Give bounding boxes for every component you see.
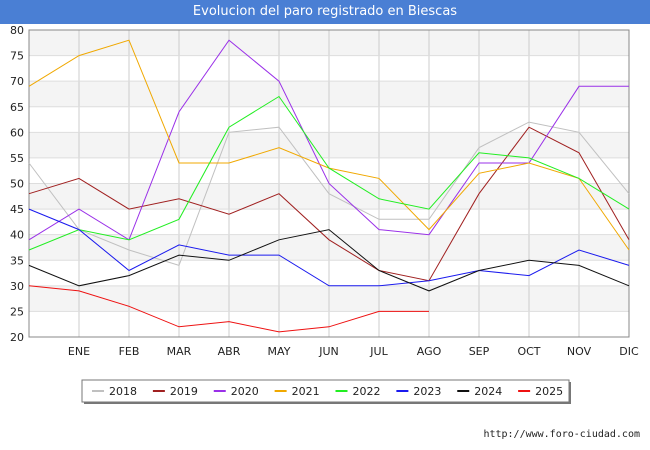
legend-label-2019: 2019 <box>170 385 198 398</box>
legend-label-2020: 2020 <box>231 385 259 398</box>
y-tick-label: 30 <box>10 280 24 293</box>
y-tick-label: 65 <box>10 101 24 114</box>
y-tick-label: 80 <box>10 24 24 37</box>
y-tick-label: 35 <box>10 254 24 267</box>
x-tick-label: ENE <box>68 345 90 358</box>
x-tick-label: JUL <box>369 345 388 358</box>
y-tick-label: 40 <box>10 229 24 242</box>
legend-box <box>81 379 570 403</box>
legend-label-2018: 2018 <box>109 385 137 398</box>
series-line-2023 <box>28 208 630 287</box>
series-line-2025 <box>28 285 429 333</box>
x-tick-label: JUN <box>318 345 339 358</box>
y-tick-label: 60 <box>10 126 24 139</box>
legend-label-2024: 2024 <box>474 385 502 398</box>
legend-label-2022: 2022 <box>353 385 381 398</box>
y-tick-label: 55 <box>10 152 24 165</box>
y-tick-label: 50 <box>10 178 24 191</box>
y-tick-label: 70 <box>10 75 24 88</box>
x-tick-label: OCT <box>517 345 540 358</box>
x-tick-label: MAY <box>268 345 291 358</box>
series-line-2024 <box>28 229 630 292</box>
series-line-2022 <box>28 95 630 251</box>
series-line-2019 <box>28 126 630 282</box>
x-tick-label: DIC <box>619 345 639 358</box>
x-tick-label: SEP <box>469 345 490 358</box>
legend-label-2021: 2021 <box>292 385 320 398</box>
legend-label-2023: 2023 <box>413 385 441 398</box>
chart-title: Evolucion del paro registrado en Biescas <box>0 0 650 24</box>
series-line-2018 <box>28 121 630 267</box>
y-tick-label: 45 <box>10 203 24 216</box>
source-watermark[interactable]: http://www.foro-ciudad.com <box>483 429 640 440</box>
x-tick-label: NOV <box>567 345 592 358</box>
x-tick-label: MAR <box>167 345 192 358</box>
x-tick-label: ABR <box>218 345 241 358</box>
y-tick-label: 75 <box>10 50 24 63</box>
x-tick-label: FEB <box>119 345 140 358</box>
x-tick-label: AGO <box>417 345 442 358</box>
y-tick-label: 25 <box>10 305 24 318</box>
y-tick-label: 20 <box>10 331 24 344</box>
legend-label-2025: 2025 <box>535 385 563 398</box>
plot-frame <box>28 29 630 338</box>
